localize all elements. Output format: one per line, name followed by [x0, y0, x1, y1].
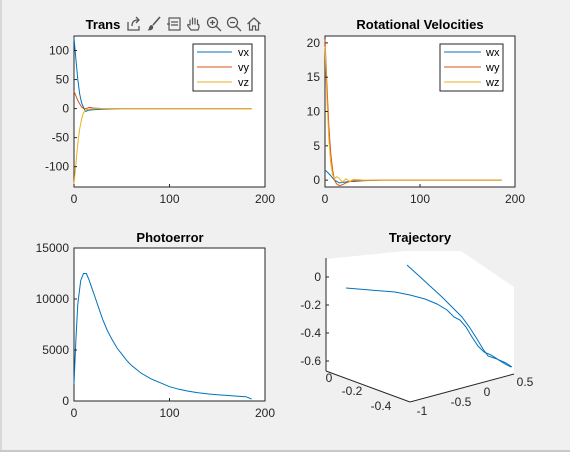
series-line-vz — [73, 108, 252, 185]
z-tick-label: 0 — [314, 270, 321, 284]
x-tick-label: 0.5 — [517, 375, 534, 389]
trajectory-y-axis — [325, 370, 411, 403]
axes-trajectory-pane — [326, 251, 514, 403]
axes-rotational-title: Rotational Velocities — [356, 17, 483, 32]
x-tick-label: 200 — [505, 192, 525, 206]
x-tick-label: -1 — [417, 404, 428, 418]
y-tick-label: 0 — [62, 394, 69, 408]
axes-trajectory-ticks: 0 -0.2 -0.4 -0.6 0 -0.2 -0.4 -1 -0.5 0 0.5 — [300, 270, 533, 418]
export-icon[interactable] — [124, 14, 143, 34]
axes-toolbar — [124, 13, 263, 35]
data-tips-icon[interactable] — [164, 14, 183, 34]
legend-trans-vz-label: vz — [238, 77, 249, 89]
y-tick-label: 0 — [313, 173, 320, 187]
axes-trans[interactable]: Trans 0 100 200 -100 -50 0 50 100 vx vy vz — [45, 17, 275, 206]
y-tick-label: 5000 — [42, 343, 69, 357]
axes-trans-plot — [73, 37, 252, 185]
zoom-out-icon[interactable] — [224, 14, 243, 34]
x-tick-label: 200 — [255, 406, 275, 420]
axes-photoerror[interactable]: Photoerror 0 100 200 0 5000 10000 15000 — [36, 230, 276, 420]
axes-rotational-ticks: 0 100 200 0 5 10 15 20 — [307, 36, 526, 206]
legend-rotational[interactable]: wx wy wz — [439, 43, 504, 92]
x-tick-label: 100 — [410, 192, 430, 206]
y-tick-label: -50 — [52, 131, 70, 145]
axes-photoerror-ticks: 0 100 200 0 5000 10000 15000 — [36, 241, 276, 420]
axes-trajectory[interactable]: Trajectory 0-0.2-0.4-0.60-0.2-0.4 -1-0.50… — [300, 230, 533, 418]
trajectory-x-axis — [409, 373, 515, 403]
zoom-in-icon[interactable] — [204, 14, 223, 34]
axes-trans-title: Trans — [86, 17, 121, 32]
y-tick-label: 10000 — [36, 292, 70, 306]
y-tick-label: -0.4 — [371, 399, 392, 413]
y-tick-label: 50 — [56, 73, 70, 87]
z-tick-label: -0.6 — [300, 354, 321, 368]
legend-trans-vy-label: vy — [238, 62, 250, 74]
brush-icon[interactable] — [144, 14, 163, 34]
x-tick-label: 0 — [322, 192, 329, 206]
trajectory-line-segment — [345, 287, 513, 368]
legend-trans-vx-label: vx — [238, 47, 250, 59]
y-tick-label: 20 — [307, 36, 321, 50]
axes-photoerror-plot — [73, 273, 252, 400]
series-line-data — [73, 273, 252, 400]
axes-photoerror-title: Photoerror — [136, 230, 203, 245]
y-tick-label: 0 — [326, 371, 333, 385]
y-tick-label: 5 — [313, 139, 320, 153]
axes-photoerror-box — [73, 247, 266, 402]
axes-trans-ticks: 0 100 200 -100 -50 0 50 100 — [45, 44, 275, 206]
x-tick-label: 100 — [159, 192, 179, 206]
x-tick-label: 0 — [484, 385, 491, 399]
home-icon[interactable] — [244, 14, 263, 34]
x-tick-label: 100 — [159, 406, 179, 420]
z-tick-label: -0.4 — [300, 326, 321, 340]
y-tick-label: 0 — [62, 102, 69, 116]
x-tick-label: 0 — [71, 406, 78, 420]
x-tick-label: 0 — [71, 192, 78, 206]
axes-rotational-plot — [324, 39, 502, 187]
y-tick-label: 15 — [307, 70, 321, 84]
x-tick-label: 200 — [255, 192, 275, 206]
axes-trajectory-title: Trajectory — [389, 230, 452, 245]
legend-trans[interactable]: vx vy vz — [192, 43, 253, 92]
series-line-wz — [324, 46, 502, 183]
window-left-edge — [0, 0, 2, 452]
y-tick-label: 100 — [49, 44, 69, 58]
legend-rotational-wx-label: wx — [485, 47, 500, 59]
x-tick-label: -0.5 — [451, 395, 472, 409]
legend-rotational-wz-label: wz — [485, 77, 499, 89]
window-bottom-edge — [0, 450, 570, 452]
y-tick-label: -0.2 — [342, 384, 363, 398]
y-tick-label: -100 — [45, 160, 69, 174]
y-tick-label: 15000 — [36, 241, 70, 255]
legend-rotational-wy-label: wy — [485, 62, 500, 74]
y-tick-label: 10 — [307, 105, 321, 119]
axes-rotational[interactable]: Rotational Velocities 0 100 200 0 5 10 15 20 wx… — [307, 17, 526, 206]
pan-icon[interactable] — [184, 14, 203, 34]
z-tick-label: -0.2 — [300, 298, 321, 312]
